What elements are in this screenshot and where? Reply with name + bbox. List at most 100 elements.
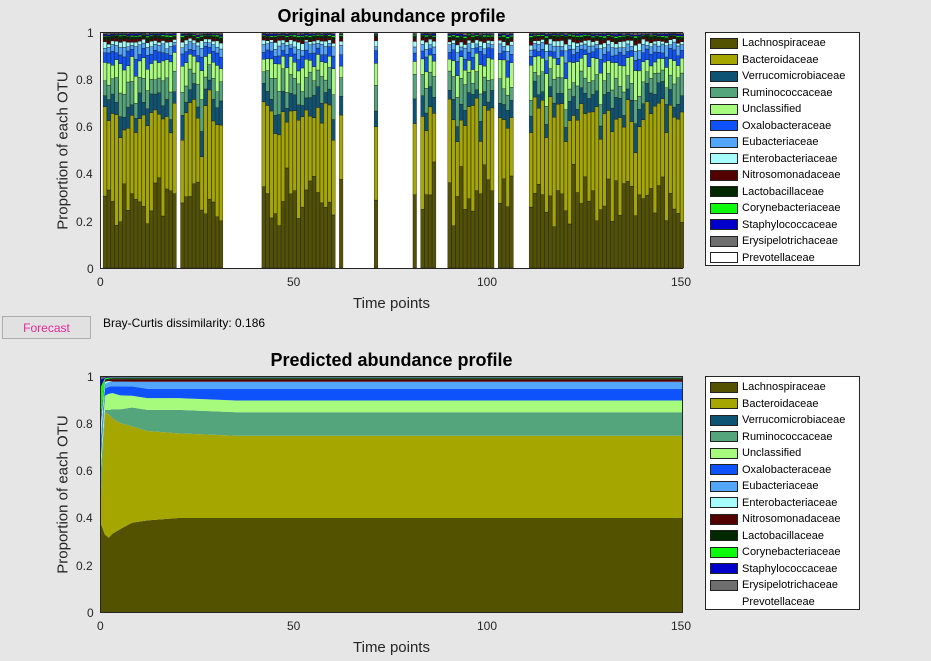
bar-segment	[641, 37, 646, 40]
bar-segment	[645, 35, 650, 39]
bar-segment	[455, 41, 460, 46]
bar-segment	[172, 193, 177, 269]
bar-segment	[486, 35, 491, 37]
bar-segment	[590, 111, 595, 191]
bar-segment	[300, 206, 305, 269]
bar-segment	[668, 44, 673, 49]
bar-segment	[339, 96, 344, 116]
bar-segment	[130, 115, 134, 194]
bar-segment	[339, 179, 344, 269]
bar-segment	[633, 60, 638, 71]
bar-segment	[633, 70, 638, 101]
bar-segment	[459, 36, 464, 40]
bar-segment	[145, 40, 150, 43]
bar-segment	[451, 225, 456, 269]
bar-segment	[203, 213, 208, 269]
bar-segment	[160, 215, 165, 269]
bar-segment	[339, 54, 344, 67]
bar-segment	[424, 41, 429, 50]
bar-segment	[482, 65, 487, 78]
bar-segment	[126, 46, 131, 52]
legend-swatch	[710, 447, 738, 459]
bar-segment	[319, 202, 324, 269]
bar-segment	[672, 117, 677, 210]
bar-segment	[110, 38, 115, 42]
bar-segment	[312, 176, 317, 269]
bar-segment	[470, 40, 475, 43]
legend-label: Bacteroidaceae	[742, 53, 819, 66]
bar-segment	[288, 74, 293, 94]
bar-segment	[478, 32, 483, 35]
bar-segment	[110, 201, 115, 269]
bar-segment	[579, 39, 584, 43]
bar-segment	[656, 36, 661, 40]
bar-segment	[122, 32, 127, 35]
bar-segment	[339, 77, 344, 97]
bar-segment	[331, 37, 336, 41]
bar-segment	[106, 32, 111, 36]
bar-segment	[265, 193, 270, 269]
bar-segment	[556, 46, 561, 59]
bar-segment	[211, 51, 216, 63]
bar-segment	[501, 50, 506, 61]
bar-segment	[207, 79, 212, 91]
legend-label: Bacteroidaceae	[742, 397, 819, 410]
legend-swatch	[710, 153, 738, 165]
legend-label: Corynebacteriaceae	[742, 202, 841, 215]
top-chart-xlabel: Time points	[353, 295, 430, 312]
bar-segment	[133, 38, 138, 43]
bar-segment	[497, 59, 502, 79]
bar-segment	[296, 104, 301, 121]
bar-segment	[571, 36, 576, 40]
bar-segment	[304, 77, 309, 99]
bar-segment	[137, 60, 142, 78]
bar-segment	[567, 37, 572, 40]
bar-segment	[184, 32, 189, 35]
bar-segment	[168, 132, 173, 191]
bar-segment	[211, 36, 216, 39]
bar-segment	[571, 38, 576, 43]
bar-segment	[164, 42, 169, 49]
bar-segment	[552, 116, 557, 227]
bar-segment	[312, 43, 317, 54]
bar-segment	[180, 35, 185, 38]
bar-segment	[552, 58, 557, 80]
bar-segment	[315, 35, 320, 38]
bar-segment	[633, 100, 638, 124]
bar-segment	[110, 64, 115, 79]
bar-segment	[583, 49, 588, 55]
bar-segment	[583, 113, 588, 177]
bar-segment	[598, 44, 603, 49]
bar-segment	[602, 35, 607, 39]
bar-segment	[180, 33, 185, 36]
bar-segment	[559, 193, 564, 269]
legend-item: Erysipelotrichaceae	[710, 577, 855, 594]
bar-segment	[641, 81, 646, 104]
bar-segment	[215, 36, 220, 40]
bar-segment	[559, 35, 564, 38]
bar-segment	[594, 106, 599, 221]
legend-item: Ruminococcaceae	[710, 429, 855, 446]
bar-segment	[668, 104, 673, 194]
bar-segment	[649, 32, 653, 35]
bar-segment	[215, 216, 220, 269]
bar-segment	[106, 47, 111, 54]
bar-segment	[571, 48, 576, 55]
bar-segment	[327, 43, 332, 47]
bar-segment	[637, 37, 642, 41]
bar-segment	[505, 94, 510, 111]
bar-segment	[339, 65, 344, 78]
forecast-button[interactable]: Forecast	[2, 316, 91, 339]
bar-segment	[141, 114, 146, 207]
bar-segment	[575, 33, 580, 36]
bar-segment	[195, 34, 200, 37]
bar-segment	[273, 213, 278, 269]
bar-segment	[590, 45, 595, 52]
bar-segment	[532, 43, 537, 51]
bar-segment	[641, 198, 646, 269]
bar-segment	[149, 63, 154, 80]
bar-segment	[676, 32, 681, 35]
bar-segment	[261, 58, 266, 72]
bar-segment	[133, 36, 138, 40]
bar-segment	[273, 32, 278, 35]
